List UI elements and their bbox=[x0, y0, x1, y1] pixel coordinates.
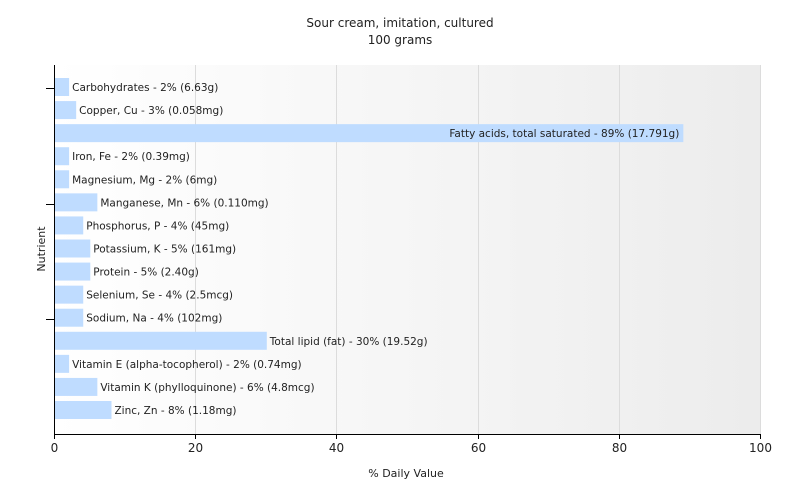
x-tick-label: 20 bbox=[188, 441, 203, 455]
bar-label: Copper, Cu - 3% (0.058mg) bbox=[79, 105, 223, 117]
x-tick-label: 40 bbox=[329, 441, 344, 455]
bar-label: Fatty acids, total saturated - 89% (17.7… bbox=[449, 128, 679, 140]
bar bbox=[55, 170, 70, 189]
y-axis-label: Nutrient bbox=[35, 226, 48, 272]
bar bbox=[55, 193, 98, 212]
x-axis-label: % Daily Value bbox=[368, 467, 444, 480]
bar bbox=[55, 147, 70, 166]
x-tick-label: 100 bbox=[749, 441, 772, 455]
bar bbox=[55, 354, 70, 373]
x-tick-label: 80 bbox=[612, 441, 627, 455]
bar bbox=[55, 308, 84, 327]
bar-label: Protein - 5% (2.40g) bbox=[93, 267, 199, 279]
chart-title: Sour cream, imitation, cultured bbox=[306, 16, 493, 30]
bar-label: Manganese, Mn - 6% (0.110mg) bbox=[100, 197, 268, 209]
bar bbox=[55, 78, 70, 96]
bar bbox=[55, 124, 684, 143]
bar bbox=[55, 216, 84, 235]
bar-label: Sodium, Na - 4% (102mg) bbox=[86, 313, 222, 325]
bar-label: Magnesium, Mg - 2% (6mg) bbox=[72, 174, 217, 186]
bar-label: Phosphorus, P - 4% (45mg) bbox=[86, 220, 229, 232]
bar bbox=[55, 331, 267, 350]
x-tick-label: 60 bbox=[471, 441, 486, 455]
bar-label: Potassium, K - 5% (161mg) bbox=[93, 244, 236, 256]
bar-label: Selenium, Se - 4% (2.5mcg) bbox=[86, 290, 233, 302]
x-tick-label: 0 bbox=[51, 441, 59, 455]
bar bbox=[55, 377, 98, 396]
bar-label: Iron, Fe - 2% (0.39mg) bbox=[72, 151, 190, 163]
bar-label: Carbohydrates - 2% (6.63g) bbox=[72, 82, 218, 94]
bars: Carbohydrates - 2% (6.63g) Copper, Cu - 3… bbox=[55, 78, 684, 419]
bar-label: Zinc, Zn - 8% (1.18mg) bbox=[114, 405, 236, 417]
bar-label: Vitamin K (phylloquinone) - 6% (4.8mcg) bbox=[100, 382, 314, 394]
bar bbox=[55, 401, 112, 419]
chart-subtitle: 100 grams bbox=[368, 33, 433, 47]
bar bbox=[55, 101, 77, 120]
bar bbox=[55, 262, 91, 281]
axes: 0 20 40 60 80 100 bbox=[46, 65, 772, 455]
bar bbox=[55, 285, 84, 304]
bar-label: Total lipid (fat) - 30% (19.52g) bbox=[269, 336, 428, 348]
bar bbox=[55, 239, 91, 258]
bar-label: Vitamin E (alpha-tocopherol) - 2% (0.74m… bbox=[72, 359, 302, 371]
